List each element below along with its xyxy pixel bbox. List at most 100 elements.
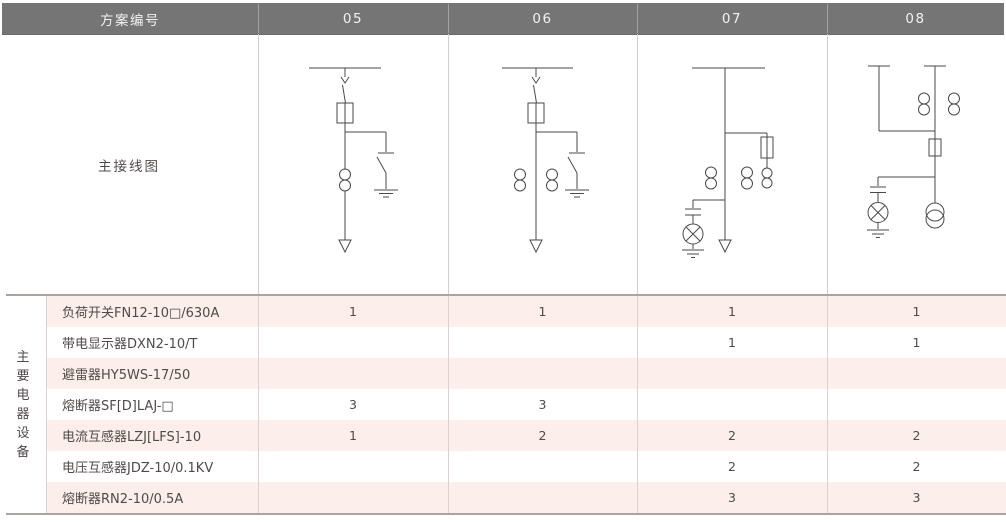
diagram-scheme-06 (502, 67, 589, 254)
table-row: 电流互感器LZJ[LFS]-10 1 2 2 2 (46, 420, 1006, 451)
qty-scheme-07 (637, 389, 827, 420)
current-transformer-icon (918, 92, 930, 116)
qty-scheme-06 (448, 451, 637, 482)
qty-scheme-08 (827, 389, 1006, 420)
current-transformer-icon (741, 166, 753, 190)
column-divider (448, 296, 449, 513)
qty-scheme-07: 2 (728, 428, 736, 443)
qty-scheme-08: 3 (912, 490, 921, 505)
table-row: 电压互感器JDZ-10/0.1KV 2 2 (46, 451, 1006, 482)
equipment-name: 带电显示器DXN2-10/T (62, 337, 198, 352)
qty-scheme-05 (258, 358, 448, 389)
header-divider (448, 4, 449, 33)
header-scheme-08: 08 (905, 10, 926, 27)
column-divider (258, 296, 259, 513)
busbar-right (924, 65, 946, 203)
header-scheme-05: 05 (342, 10, 364, 27)
capacitor-icon (870, 186, 886, 193)
qty-scheme-06: 2 (538, 428, 547, 443)
qty-scheme-05 (258, 327, 448, 358)
load-switch-icon (531, 68, 541, 104)
table-row: 熔断器RN2-10/0.5A 3 3 (46, 482, 1006, 513)
ground-icon (682, 249, 704, 258)
qty-scheme-07 (637, 358, 827, 389)
header-scheme-07: 07 (721, 10, 743, 27)
table-bottom-line (6, 513, 1006, 515)
equipment-group-label: 主要电器设备 (16, 349, 30, 460)
diagram-scheme-08 (867, 65, 960, 238)
section-divider-line (6, 294, 1006, 296)
outgoing-arrow-icon (338, 239, 352, 254)
fuse-icon (336, 102, 354, 124)
qty-scheme-05: 1 (349, 304, 357, 319)
current-transformer-icon (705, 166, 717, 190)
voltage-transformer-icon (761, 167, 773, 189)
header-scheme-number-label: 方案编号 (100, 12, 160, 29)
table-row: 负荷开关FN12-10□/630A 1 1 1 1 (46, 296, 1006, 327)
live-display-branch (867, 176, 935, 238)
qty-scheme-07: 1 (728, 335, 736, 350)
qty-scheme-05 (258, 451, 448, 482)
busbar-left (868, 65, 890, 131)
capacitor-icon (685, 208, 701, 216)
column-divider (258, 34, 259, 296)
qty-scheme-07: 1 (728, 304, 736, 319)
qty-scheme-07: 2 (728, 459, 736, 474)
ground-icon (867, 229, 889, 238)
column-divider (827, 296, 828, 513)
column-divider (46, 296, 47, 513)
current-transformer-icon (514, 168, 526, 192)
table-row: 带电显示器DXN2-10/T 1 1 (46, 327, 1006, 358)
column-divider (448, 34, 449, 296)
header-divider (258, 4, 259, 33)
pt-branch-line (725, 132, 768, 168)
fuse-icon (928, 138, 942, 157)
header-divider (827, 4, 828, 33)
qty-scheme-05: 3 (349, 397, 357, 412)
live-display-lamp-icon (867, 202, 889, 223)
equipment-name: 熔断器SF[D]LAJ-□ (62, 399, 174, 414)
header-scheme-06: 06 (532, 10, 553, 27)
equipment-name: 避雷器HY5WS-17/50 (62, 368, 191, 383)
live-display-lamp-icon (682, 223, 704, 245)
equipment-name: 电压互感器JDZ-10/0.1KV (62, 461, 214, 476)
table-row: 熔断器SF[D]LAJ-□ 3 3 (46, 389, 1006, 420)
qty-scheme-08 (827, 358, 1006, 389)
load-switch-icon (340, 68, 350, 104)
column-divider (827, 34, 828, 296)
qty-scheme-06: 1 (538, 304, 547, 319)
equipment-name: 电流互感器LZJ[LFS]-10 (62, 430, 202, 445)
voltage-transformer-icon (925, 202, 945, 229)
main-wiring-diagram-label: 主接线图 (98, 159, 160, 175)
outgoing-arrow-icon (529, 239, 543, 254)
table-header-band (2, 3, 1004, 35)
column-divider (637, 296, 638, 513)
ground-icon (374, 189, 398, 198)
qty-scheme-08: 2 (912, 428, 921, 443)
header-divider (637, 4, 638, 33)
ground-icon (565, 189, 589, 198)
earthing-switch-icon (345, 131, 398, 198)
current-transformer-icon (948, 92, 960, 116)
qty-scheme-06: 3 (538, 397, 547, 412)
qty-scheme-05: 1 (349, 428, 357, 443)
diagram-scheme-05 (309, 67, 398, 254)
qty-scheme-06 (448, 327, 637, 358)
column-divider (637, 34, 638, 296)
qty-scheme-08: 1 (912, 304, 921, 319)
current-transformer-icon (546, 168, 558, 192)
equipment-name: 负荷开关FN12-10□/630A (62, 306, 220, 321)
outgoing-arrow-icon (718, 239, 732, 254)
earthing-switch-icon (536, 131, 589, 198)
table-row: 避雷器HY5WS-17/50 (46, 358, 1006, 389)
qty-scheme-06 (448, 358, 637, 389)
equipment-name: 熔断器RN2-10/0.5A (62, 492, 184, 507)
fuse-icon (760, 136, 774, 159)
fuse-icon (527, 102, 545, 124)
current-transformer-icon (339, 168, 351, 192)
qty-scheme-07: 3 (728, 490, 736, 505)
live-display-branch (682, 199, 725, 258)
qty-scheme-05 (258, 482, 448, 513)
qty-scheme-06 (448, 482, 637, 513)
